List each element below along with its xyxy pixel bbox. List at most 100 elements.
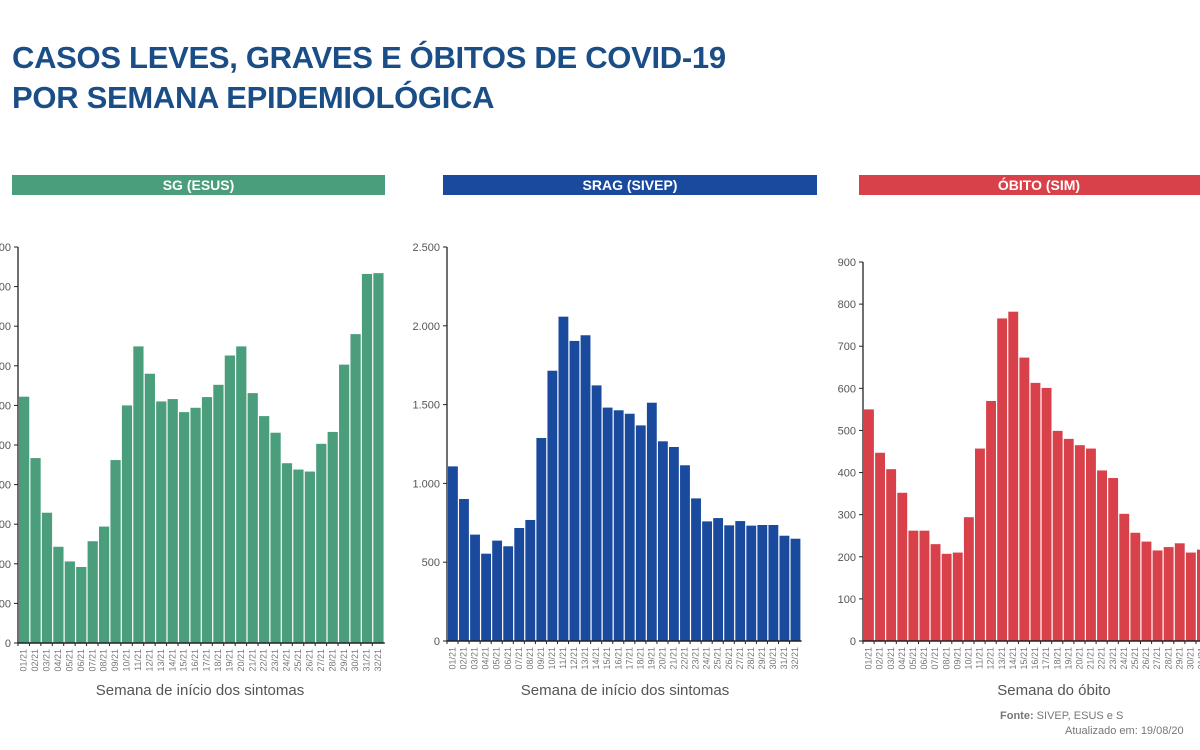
x-tick-label: 08/21 bbox=[941, 647, 951, 670]
x-tick-label: 32/21 bbox=[790, 647, 800, 670]
bar-19/21 bbox=[646, 402, 657, 641]
y-tick-label: 00 bbox=[0, 559, 11, 571]
x-tick-label: 22/21 bbox=[259, 649, 269, 672]
bar-23/21 bbox=[270, 432, 281, 643]
x-tick-label: 26/21 bbox=[304, 649, 314, 672]
x-tick-label: 11/21 bbox=[975, 647, 985, 669]
x-tick-label: 19/21 bbox=[646, 647, 656, 670]
bar-32/21 bbox=[790, 538, 801, 641]
x-tick-label: 01/21 bbox=[19, 649, 29, 672]
footer-source-label: Fonte: bbox=[1000, 710, 1034, 722]
y-tick-label: 0 bbox=[5, 638, 11, 650]
x-tick-label: 17/21 bbox=[202, 649, 212, 672]
bar-27/21 bbox=[735, 521, 746, 641]
y-tick-label: 1.500 bbox=[412, 400, 440, 412]
y-tick-label: 00 bbox=[0, 480, 11, 492]
x-tick-label: 25/21 bbox=[1130, 647, 1140, 670]
x-tick-label: 09/21 bbox=[952, 647, 962, 670]
bar-18/21 bbox=[635, 425, 646, 641]
x-tick-label: 10/21 bbox=[122, 649, 132, 672]
bar-15/21 bbox=[1019, 357, 1030, 641]
bar-02/21 bbox=[30, 458, 41, 643]
bar-21/21 bbox=[669, 446, 679, 641]
x-tick-label: 13/21 bbox=[156, 649, 166, 672]
bar-26/21 bbox=[724, 525, 735, 641]
y-tick-label: 600 bbox=[838, 383, 856, 395]
y-tick-label: 00 bbox=[0, 282, 11, 294]
x-tick-label: 06/21 bbox=[503, 647, 513, 670]
x-axis-title-srag: Semana de início dos sintomas bbox=[520, 682, 730, 699]
y-tick-label: 400 bbox=[838, 468, 856, 480]
y-tick-label: 2.000 bbox=[412, 321, 440, 333]
bar-28/21 bbox=[327, 431, 338, 643]
x-tick-label: 12/21 bbox=[144, 649, 154, 672]
x-tick-label: 20/21 bbox=[236, 649, 246, 672]
y-tick-label: 200 bbox=[838, 552, 856, 564]
bar-32/21 bbox=[373, 273, 384, 643]
x-tick-label: 24/21 bbox=[282, 649, 292, 672]
x-tick-label: 14/21 bbox=[167, 649, 177, 672]
x-tick-label: 28/21 bbox=[327, 649, 337, 672]
x-tick-label: 18/21 bbox=[1052, 647, 1062, 670]
bar-10/21 bbox=[121, 405, 133, 643]
bar-07/21 bbox=[930, 544, 941, 641]
bar-19/21 bbox=[1063, 438, 1074, 641]
footer-updated: Atualizado em: 19/08/20 bbox=[1065, 725, 1184, 737]
bar-21/21 bbox=[1086, 448, 1096, 641]
x-tick-label: 05/21 bbox=[64, 649, 74, 672]
x-tick-label: 20/21 bbox=[657, 647, 667, 670]
y-tick-label: 00 bbox=[0, 440, 11, 452]
bar-12/21 bbox=[986, 400, 996, 641]
bar-07/21 bbox=[514, 528, 525, 641]
bar-26/21 bbox=[304, 471, 315, 643]
footer-source-text: SIVEP, ESUS e S bbox=[1036, 710, 1124, 722]
bar-05/21 bbox=[64, 561, 75, 643]
chart-header-obito: ÓBITO (SIM) bbox=[859, 175, 1200, 195]
bar-24/21 bbox=[281, 463, 293, 643]
bar-30/21 bbox=[768, 525, 779, 641]
bar-01/21 bbox=[19, 396, 30, 643]
y-tick-label: 800 bbox=[838, 299, 856, 311]
y-tick-label: 00 bbox=[0, 242, 11, 254]
bar-22/21 bbox=[680, 465, 690, 641]
bar-23/21 bbox=[1108, 478, 1119, 641]
x-tick-label: 08/21 bbox=[525, 647, 535, 670]
x-tick-label: 31/21 bbox=[1197, 647, 1200, 670]
bar-05/21 bbox=[492, 540, 503, 641]
bar-12/21 bbox=[569, 340, 580, 641]
y-tick-label: 500 bbox=[422, 557, 440, 569]
bar-28/21 bbox=[1163, 547, 1174, 641]
x-tick-label: 12/21 bbox=[986, 647, 996, 670]
x-tick-label: 01/21 bbox=[864, 647, 874, 670]
x-tick-label: 06/21 bbox=[76, 649, 86, 672]
bar-14/21 bbox=[591, 385, 602, 641]
bar-26/21 bbox=[1141, 541, 1152, 641]
bar-25/21 bbox=[1130, 532, 1141, 641]
bar-04/21 bbox=[53, 546, 64, 643]
x-tick-label: 02/21 bbox=[30, 649, 40, 672]
x-tick-label: 14/21 bbox=[1008, 647, 1018, 670]
x-tick-label: 03/21 bbox=[42, 649, 52, 672]
x-tick-label: 12/21 bbox=[569, 647, 579, 670]
x-tick-label: 09/21 bbox=[110, 649, 120, 672]
bar-08/21 bbox=[525, 519, 536, 641]
x-tick-label: 10/21 bbox=[963, 647, 973, 670]
x-tick-label: 31/21 bbox=[362, 649, 372, 672]
x-tick-label: 22/21 bbox=[680, 647, 690, 670]
y-tick-label: 0 bbox=[434, 636, 440, 648]
x-tick-label: 30/21 bbox=[768, 647, 778, 670]
bar-24/21 bbox=[702, 521, 712, 641]
bar-29/21 bbox=[757, 525, 768, 641]
x-tick-label: 31/21 bbox=[779, 647, 789, 670]
x-tick-label: 19/21 bbox=[224, 649, 234, 672]
y-tick-label: 2.500 bbox=[412, 242, 440, 254]
x-tick-label: 02/21 bbox=[875, 647, 885, 670]
y-tick-label: 0 bbox=[850, 636, 856, 648]
x-tick-label: 27/21 bbox=[316, 649, 326, 672]
y-tick-label: 00 bbox=[0, 361, 11, 373]
x-tick-label: 27/21 bbox=[735, 647, 745, 670]
chart-2: 0 100 200 300 400 500 600 700 800 900 01/21 02/21 03… bbox=[838, 257, 1200, 670]
